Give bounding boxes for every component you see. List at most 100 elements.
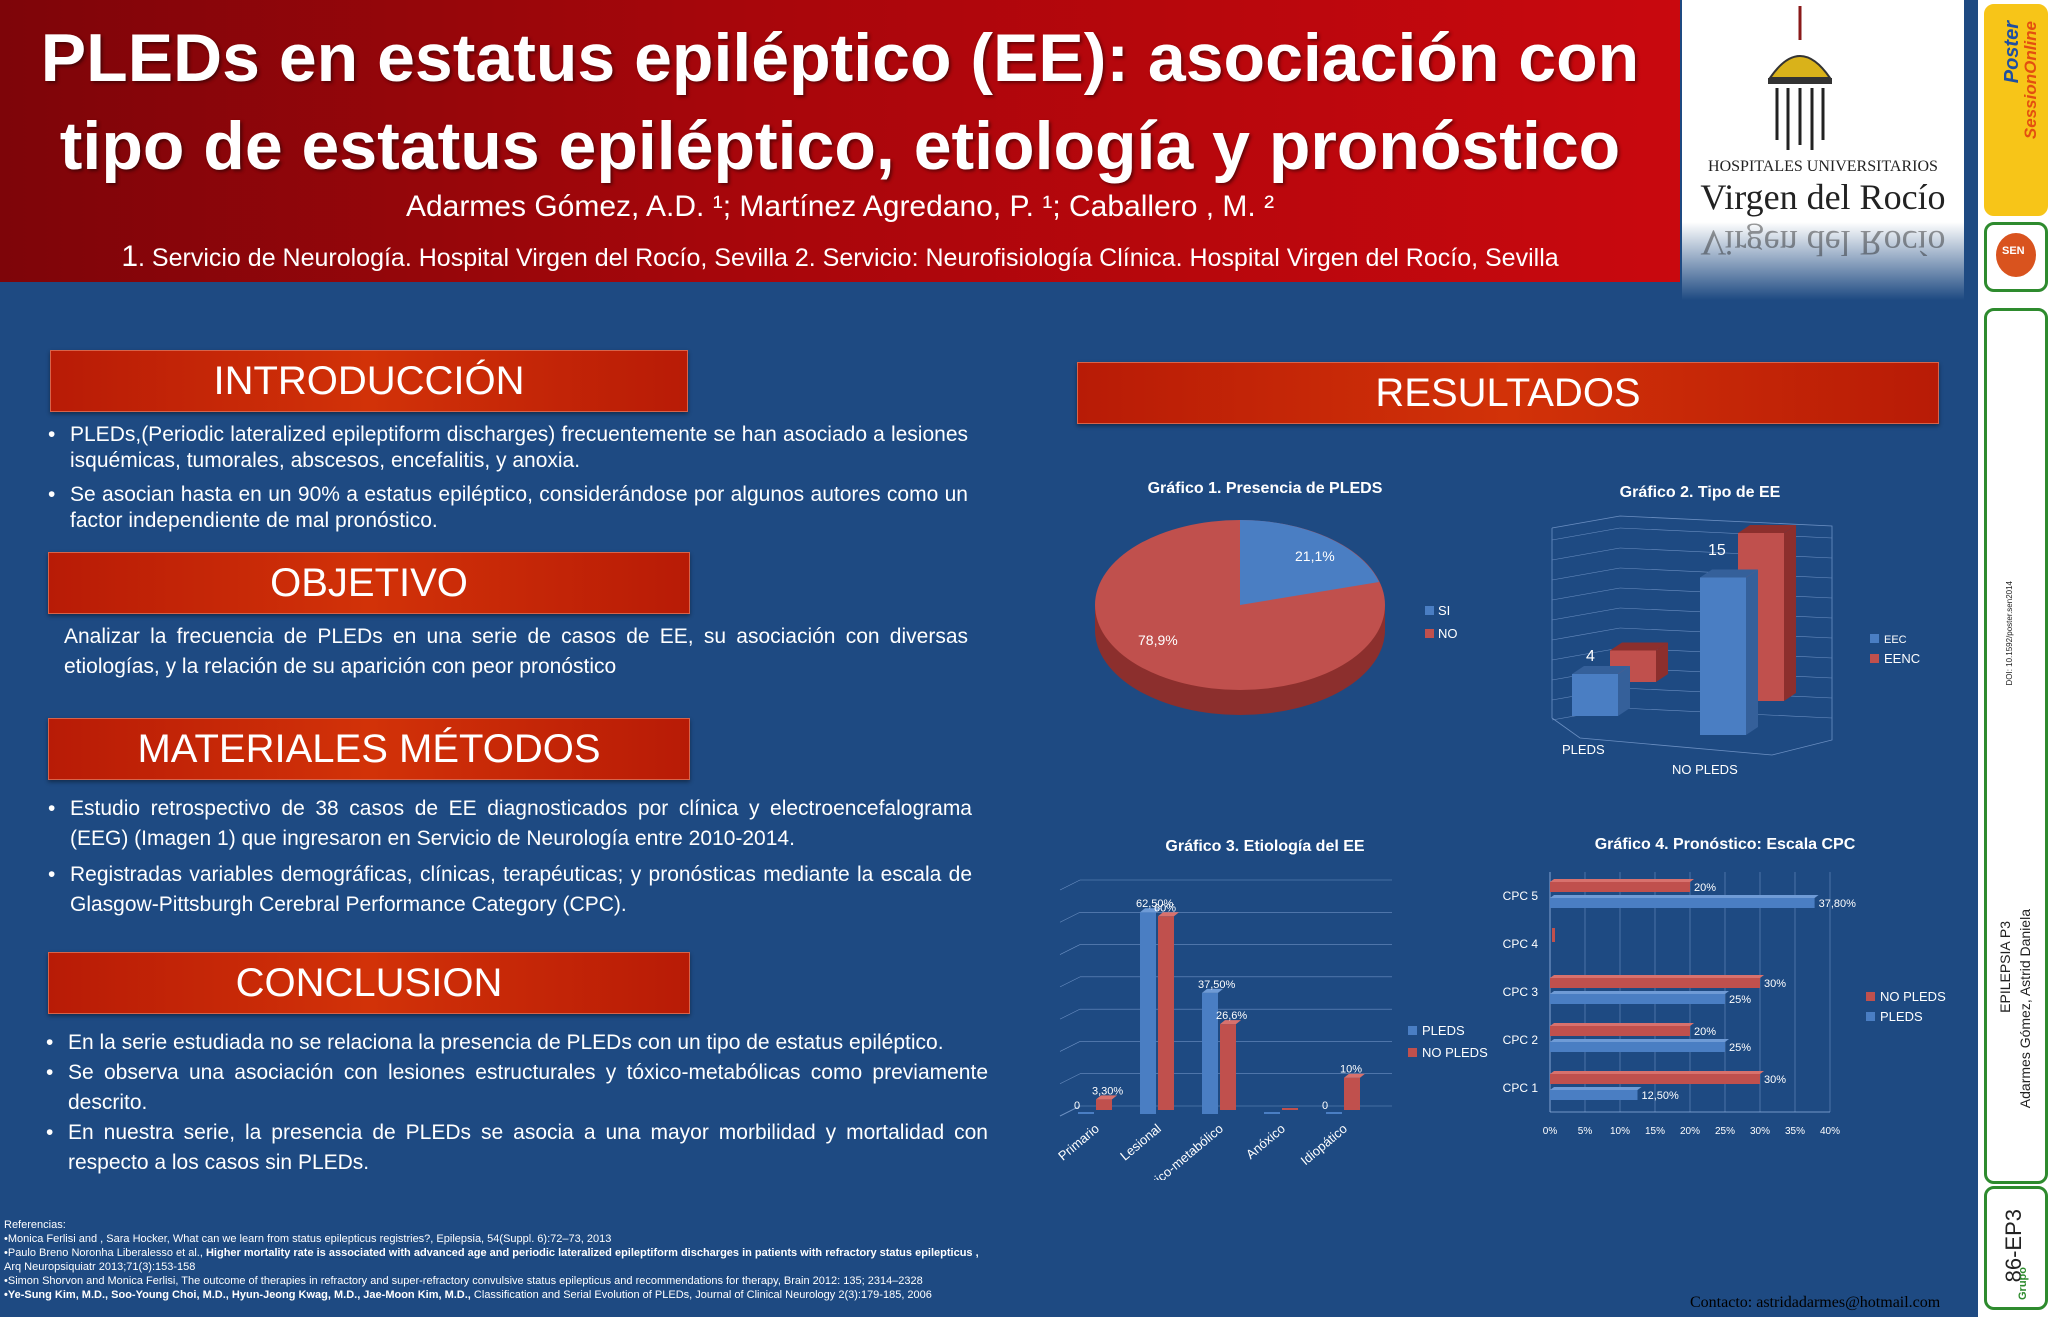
chart3-data-label: 37,50% — [1198, 979, 1236, 991]
affiliation: 1. Servicio de Neurología. Hospital Virg… — [0, 240, 1680, 274]
chart3-gridline — [1059, 976, 1081, 988]
chart2-gridline — [1551, 647, 1621, 661]
chart4-bar — [1550, 1042, 1725, 1052]
chart3-bar — [1282, 1108, 1298, 1110]
doi-text: DOI: 10.1592/poster.sen2014 — [2005, 581, 2014, 686]
chart4-legend-swatch-pleds — [1866, 1012, 1875, 1021]
chart3-category-label: Idiopático — [1298, 1121, 1350, 1168]
chart4-data-label: 20% — [1694, 882, 1716, 894]
chart2-bar-top — [1610, 642, 1668, 651]
chart2-gridline — [1619, 527, 1833, 539]
chart4-bar-top — [1550, 879, 1694, 882]
poster-code-box: 86-EP3 Grupo — [1984, 1186, 2048, 1310]
congress-label: SEN — [2002, 245, 2025, 257]
chart4-bar — [1550, 1074, 1760, 1084]
legend-swatch-si — [1425, 606, 1434, 615]
contact-email[interactable]: Contacto: astridadarmes@hotmail.com — [1690, 1294, 1941, 1311]
chart4-category-label: CPC 3 — [1503, 985, 1539, 999]
brand-session: SessionOnline — [2021, 21, 2040, 140]
chart3-bar — [1344, 1077, 1360, 1110]
chart3-bar-top — [1140, 908, 1161, 913]
methods-bullet: Registradas variables demográficas, clín… — [48, 860, 972, 920]
chart4-tick-label: 0% — [1543, 1126, 1558, 1137]
chart3-data-label: 3,30% — [1092, 1085, 1123, 1097]
chart3-bar-top — [1202, 988, 1223, 993]
chart2-title: Gráfico 2. Tipo de EE — [1619, 484, 1781, 501]
chart4-bar-top — [1550, 1023, 1694, 1026]
footer-brand: Grupo — [2017, 1267, 2029, 1300]
chart3-data-label: 62,50% — [1136, 898, 1174, 910]
chart3-bar — [1220, 1024, 1236, 1110]
chart2-bars: PLEDS NO PLEDS 4 15 EEC EENC — [1551, 515, 1920, 777]
chart4-tick-label: 15% — [1645, 1126, 1665, 1137]
chart4-category-label: CPC 2 — [1503, 1033, 1539, 1047]
chart2-cat-pleds: PLEDS — [1562, 742, 1605, 757]
chart3-bar — [1326, 1112, 1342, 1114]
chart4-bar — [1550, 978, 1760, 988]
chart4-bar — [1552, 928, 1555, 942]
chart4-bar-top — [1550, 975, 1764, 978]
chart3-gridline — [1059, 1041, 1081, 1052]
intro-bullet: Se asocian hasta en un 90% a estatus epi… — [48, 482, 968, 534]
chart2-gridline — [1619, 547, 1833, 559]
conclusion-bullet: Se observa una asociación con lesiones e… — [46, 1058, 988, 1118]
affiliation-number: 1 — [121, 240, 139, 273]
chart4-tick-label: 10% — [1610, 1126, 1630, 1137]
chart3-gridline — [1059, 944, 1081, 955]
chart1-title: Gráfico 1. Presencia de PLEDS — [1147, 480, 1383, 497]
pie-slice-si — [1240, 520, 1379, 605]
chart1-pie: 21,1% 78,9% SI NO — [1095, 520, 1458, 715]
chart2-gridline — [1551, 587, 1621, 601]
chart2-bar-side — [1746, 569, 1758, 735]
chart4-data-label: 30% — [1764, 1074, 1786, 1086]
dome-icon — [1768, 6, 1832, 150]
chart4-legend-pleds: PLEDS — [1880, 1009, 1923, 1024]
conclusion-banner: CONCLUSION — [48, 952, 690, 1014]
chart3-bar — [1096, 1099, 1112, 1110]
author-text: Adarmes Gómez, Astrid Daniela — [2017, 909, 2033, 1109]
poster-info-box: DOI: 10.1592/poster.sen2014 EPILEPSIA P3… — [1984, 308, 2048, 1184]
chart2-bar-side — [1784, 525, 1796, 701]
methods-banner: MATERIALES MÉTODOS — [48, 718, 690, 780]
reference-title: Higher mortality rate is associated with… — [205, 1247, 979, 1259]
affiliation-text: . Servicio de Neurología. Hospital Virge… — [138, 244, 1559, 272]
intro-banner: INTRODUCCIÓN — [50, 350, 688, 412]
chart2-legend-swatch-eec — [1870, 634, 1879, 643]
authors: Adarmes Gómez, A.D. ¹; Martínez Agredano… — [405, 190, 1275, 223]
chart3-gridline — [1059, 912, 1081, 923]
chart4-tick-label: 30% — [1750, 1126, 1770, 1137]
poster-session-logo[interactable]: Poster SessionOnline — [1984, 4, 2048, 216]
chart2-label-eec-nopleds: 15 — [1708, 542, 1726, 559]
chart4-data-label: 25% — [1729, 994, 1751, 1006]
chart3-bar-top — [1220, 1020, 1241, 1025]
chart2-legend-swatch-eenc — [1870, 654, 1879, 663]
chart4-category-label: CPC 1 — [1503, 1081, 1539, 1095]
chart2-label-eec-pleds: 4 — [1586, 648, 1595, 665]
chart3-legend-swatch-nopleds — [1408, 1048, 1417, 1057]
logo-reflection: Virgen del Rocío — [1700, 223, 1946, 263]
chart4-bar-top — [1550, 1087, 1642, 1090]
chart2-gridline — [1551, 567, 1621, 581]
chart2-legend-eenc: EENC — [1884, 651, 1920, 666]
chart2-bar-top — [1738, 525, 1796, 533]
conclusion-list: En la serie estudiada no se relaciona la… — [46, 1028, 988, 1178]
chart3-bar — [1140, 912, 1156, 1114]
chart4-legend-nopleds: NO PLEDS — [1880, 989, 1946, 1004]
conclusion-bullet: En la serie estudiada no se relaciona la… — [46, 1028, 988, 1058]
objective-banner: OBJETIVO — [48, 552, 690, 614]
chart2-bar — [1700, 577, 1746, 735]
chart3-data-label: 0 — [1074, 1100, 1080, 1112]
chart4-bar — [1550, 1090, 1638, 1100]
intro-bullet: PLEDs,(Periodic lateralized epileptiform… — [48, 422, 968, 474]
reference-item: •Ye-Sung Kim, M.D., Soo-Young Choi, M.D.… — [4, 1288, 1004, 1302]
chart2-bar-side — [1656, 642, 1668, 682]
chart4-bar-top — [1550, 991, 1729, 994]
chart3-bar — [1202, 992, 1218, 1114]
chart4-tick-label: 40% — [1820, 1126, 1840, 1137]
methods-bullet: Estudio retrospectivo de 38 casos de EE … — [48, 794, 972, 854]
poster-title-line1: PLEDs en estatus epiléptico (EE): asocia… — [40, 20, 1640, 96]
chart2-grid — [1551, 515, 1833, 756]
poster-header: PLEDs en estatus epiléptico (EE): asocia… — [0, 0, 1680, 282]
legend-swatch-no — [1425, 629, 1434, 638]
chart3-bar — [1078, 1112, 1094, 1114]
